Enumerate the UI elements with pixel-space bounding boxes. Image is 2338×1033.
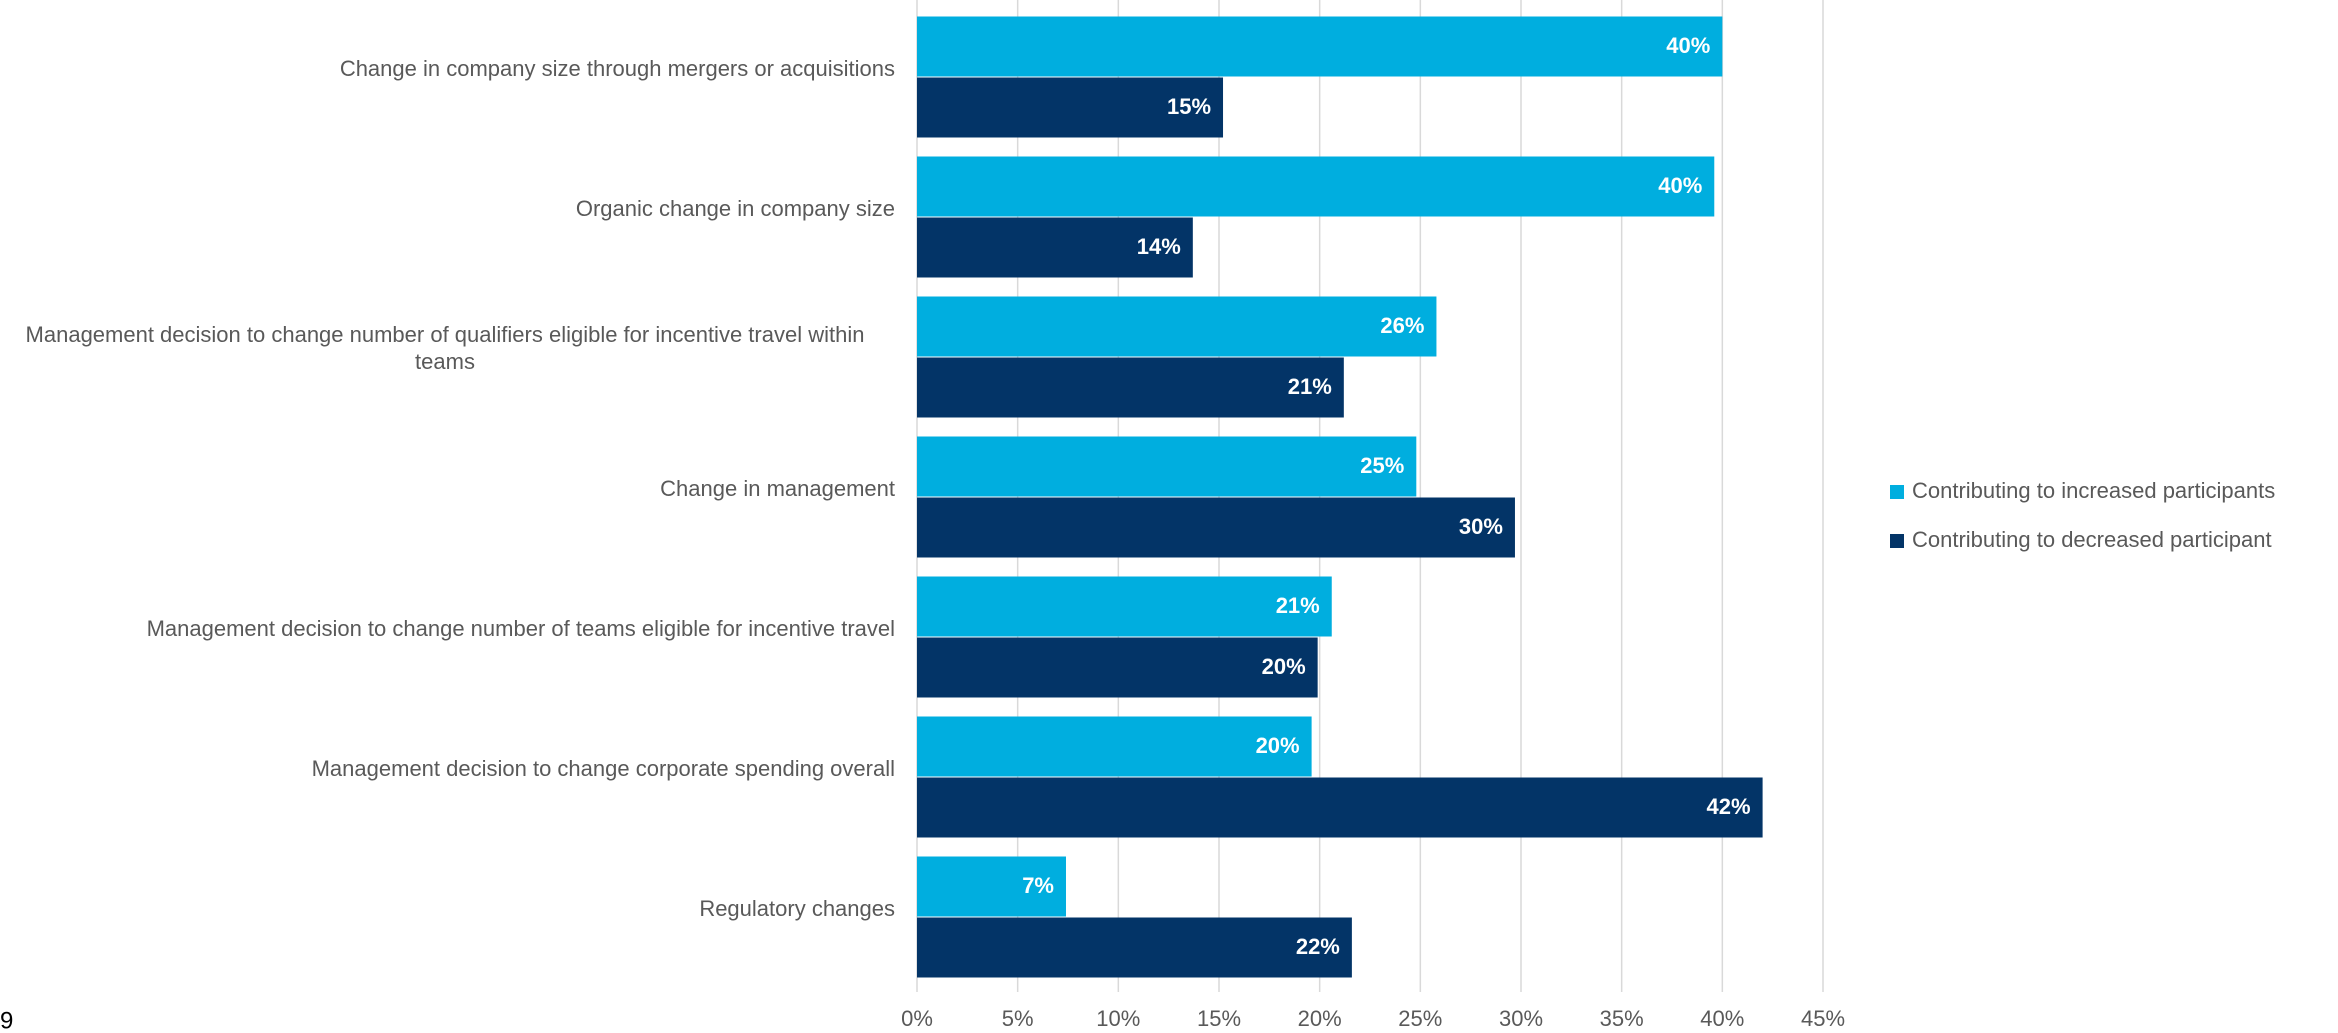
category-label: Management decision to change number of … bbox=[0, 321, 895, 375]
legend-label: Contributing to decreased participant bbox=[1912, 527, 2272, 552]
category-text: Regulatory changes bbox=[699, 895, 895, 921]
bar bbox=[917, 296, 1437, 357]
bar bbox=[917, 16, 1723, 77]
x-tick-label: 30% bbox=[1499, 1006, 1543, 1031]
legend-swatch bbox=[1890, 485, 1904, 499]
category-label: Change in management bbox=[0, 475, 895, 502]
value-label: 40% bbox=[1666, 33, 1710, 58]
value-label: 15% bbox=[1167, 94, 1211, 119]
value-label: 30% bbox=[1459, 514, 1503, 539]
category-label: Change in company size through mergers o… bbox=[0, 55, 895, 82]
bar bbox=[917, 217, 1193, 278]
bar bbox=[917, 156, 1715, 217]
bar bbox=[917, 637, 1318, 698]
category-text: Change in management bbox=[660, 475, 895, 501]
x-tick-label: 5% bbox=[1002, 1006, 1034, 1031]
bar bbox=[917, 436, 1417, 497]
value-label: 21% bbox=[1276, 593, 1320, 618]
x-tick-label: 35% bbox=[1600, 1006, 1644, 1031]
value-label: 20% bbox=[1262, 654, 1306, 679]
category-text: Management decision to change corporate … bbox=[311, 755, 895, 781]
value-label: 14% bbox=[1137, 234, 1181, 259]
x-tick-label: 25% bbox=[1398, 1006, 1442, 1031]
category-text: Management decision to change number of … bbox=[146, 615, 895, 641]
x-tick-label: 10% bbox=[1096, 1006, 1140, 1031]
category-label: Organic change in company size bbox=[0, 195, 895, 222]
value-label: 25% bbox=[1360, 453, 1404, 478]
value-label: 21% bbox=[1288, 374, 1332, 399]
bar bbox=[917, 777, 1763, 838]
value-label: 20% bbox=[1256, 733, 1300, 758]
x-tick-label: 15% bbox=[1197, 1006, 1241, 1031]
category-label: Management decision to change corporate … bbox=[0, 755, 895, 782]
x-tick-label: 0% bbox=[901, 1006, 933, 1031]
bar bbox=[917, 856, 1066, 917]
bar bbox=[917, 77, 1224, 138]
value-label: 22% bbox=[1296, 934, 1340, 959]
x-tick-label: 20% bbox=[1298, 1006, 1342, 1031]
x-tick-label: 45% bbox=[1801, 1006, 1845, 1031]
category-label: Management decision to change number of … bbox=[0, 615, 895, 642]
value-label: 40% bbox=[1658, 173, 1702, 198]
category-text: Organic change in company size bbox=[575, 195, 895, 221]
x-tick-label: 40% bbox=[1700, 1006, 1744, 1031]
category-label: Regulatory changes bbox=[0, 895, 895, 922]
value-label: 26% bbox=[1380, 313, 1424, 338]
category-text: Change in company size through mergers o… bbox=[339, 55, 895, 81]
bar bbox=[917, 716, 1312, 777]
category-text: Management decision to change number of … bbox=[25, 322, 865, 374]
bar bbox=[917, 497, 1515, 558]
value-label: 42% bbox=[1707, 794, 1751, 819]
bar bbox=[917, 917, 1352, 978]
legend-label: Contributing to increased participants bbox=[1912, 478, 2275, 503]
bar bbox=[917, 576, 1332, 637]
bar bbox=[917, 357, 1344, 418]
legend-swatch bbox=[1890, 534, 1904, 548]
page-number: 9 bbox=[0, 1007, 13, 1033]
value-label: 7% bbox=[1022, 873, 1054, 898]
